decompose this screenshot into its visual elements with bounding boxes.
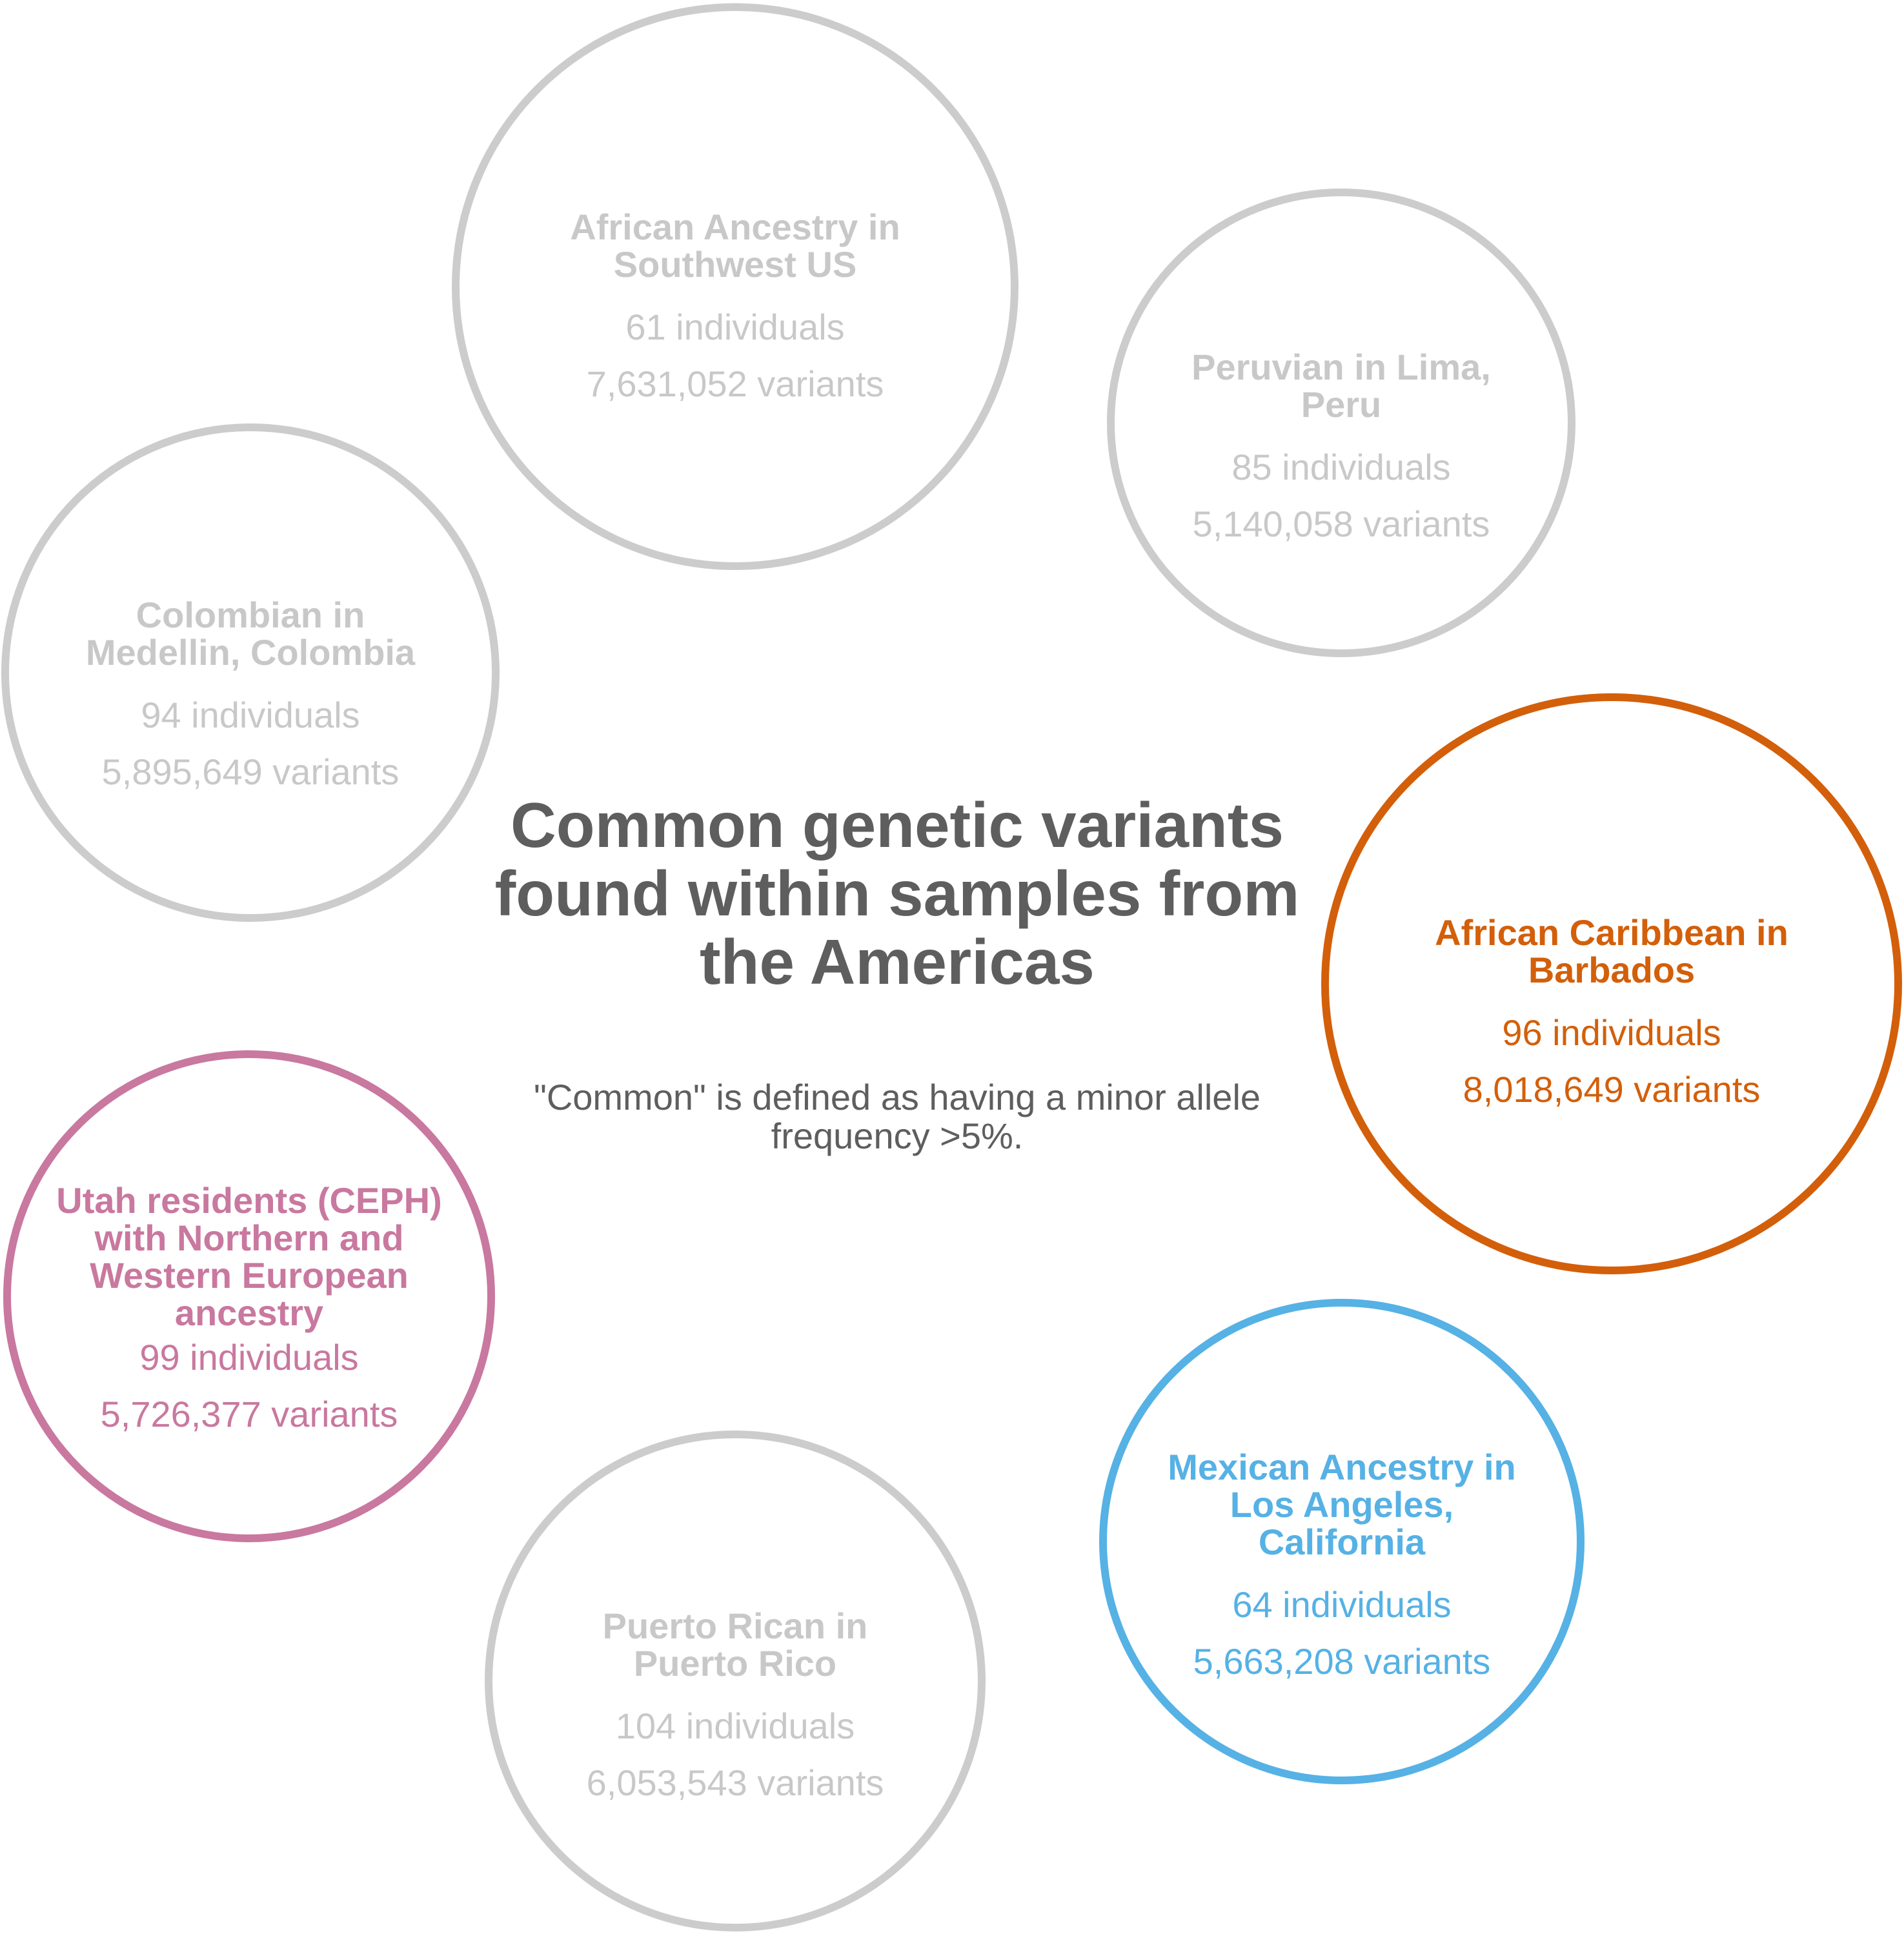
population-name: African Caribbean in Barbados	[1435, 912, 1788, 990]
population-individuals: 64 individuals	[1232, 1584, 1452, 1625]
definition-note: "Common" is defined as having a minor al…	[533, 1077, 1261, 1156]
population-individuals: 96 individuals	[1502, 1012, 1721, 1053]
population-variants: 6,053,543 variants	[586, 1762, 884, 1803]
population-name: Puerto Rican in Puerto Rico	[602, 1605, 868, 1684]
population-variants: 5,663,208 variants	[1193, 1641, 1491, 1682]
population-individuals: 85 individuals	[1231, 447, 1451, 487]
population-name: Utah residents (CEPH) with Northern and …	[56, 1180, 442, 1333]
population-circle-acb: African Caribbean in Barbados 96 individ…	[1321, 693, 1902, 1274]
population-name: African Ancestry in Southwest US	[570, 207, 900, 285]
population-circle-asw: African Ancestry in Southwest US 61 indi…	[452, 3, 1018, 570]
population-name: Peruvian in Lima, Peru	[1191, 347, 1491, 425]
population-circle-clm: Colombian in Medellin, Colombia 94 indiv…	[1, 423, 500, 922]
population-individuals: 104 individuals	[615, 1706, 855, 1746]
population-name: Mexican Ancestry in Los Angeles, Califor…	[1168, 1447, 1516, 1562]
population-individuals: 61 individuals	[625, 307, 845, 347]
population-variants: 7,631,052 variants	[586, 363, 884, 404]
population-variants: 5,140,058 variants	[1192, 504, 1490, 544]
population-individuals: 99 individuals	[139, 1337, 359, 1378]
population-name: Colombian in Medellin, Colombia	[85, 595, 416, 673]
population-individuals: 94 individuals	[141, 695, 360, 735]
population-variants: 8,018,649 variants	[1463, 1069, 1761, 1110]
population-circle-pel: Peruvian in Lima, Peru 85 individuals 5,…	[1107, 189, 1575, 657]
population-variants: 5,726,377 variants	[100, 1394, 398, 1434]
population-circle-pur: Puerto Rican in Puerto Rico 104 individu…	[485, 1431, 986, 1931]
diagram-title: Common genetic variants found within sam…	[494, 790, 1300, 997]
population-circle-mxl: Mexican Ancestry in Los Angeles, Califor…	[1099, 1299, 1585, 1784]
population-circle-ceu: Utah residents (CEPH) with Northern and …	[3, 1050, 495, 1542]
population-variants: 5,895,649 variants	[101, 751, 400, 792]
